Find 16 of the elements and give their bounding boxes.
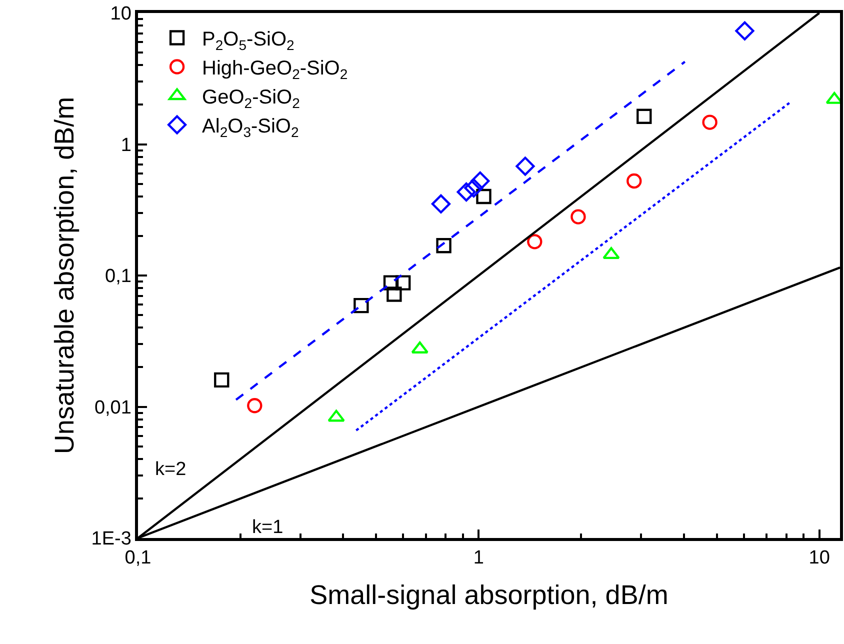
legend-label: GeO$_{2}$-SiO$_{2}$ bbox=[202, 86, 300, 111]
legend-label: P$_{2}$O$_{5}$-SiO$_{2}$ bbox=[202, 28, 295, 53]
y-tick-label: 0,01 bbox=[94, 397, 132, 418]
annotation: k=1 bbox=[252, 517, 284, 538]
y-tick-label: 1 bbox=[120, 134, 132, 156]
y-tick-label: 0,1 bbox=[105, 266, 132, 288]
x-tick-label: 0,1 bbox=[124, 548, 152, 569]
legend-label: Al$_{2}$O$_{3}$-SiO$_{2}$ bbox=[202, 116, 299, 140]
legend-label: High-GeO$_{2}$-SiO$_{2}$ bbox=[202, 58, 348, 82]
x-tick-label: 10 bbox=[808, 548, 830, 569]
x-tick-label: 1 bbox=[473, 548, 484, 569]
y-tick-label: 1E-3 bbox=[91, 528, 132, 550]
annotation: k=2 bbox=[155, 459, 186, 480]
x-axis-title: Small-signal absorption, dB/m bbox=[310, 580, 668, 610]
y-tick-label: 10 bbox=[110, 4, 132, 25]
y-axis-title: Unsaturable absorption, dB/m bbox=[49, 96, 80, 454]
